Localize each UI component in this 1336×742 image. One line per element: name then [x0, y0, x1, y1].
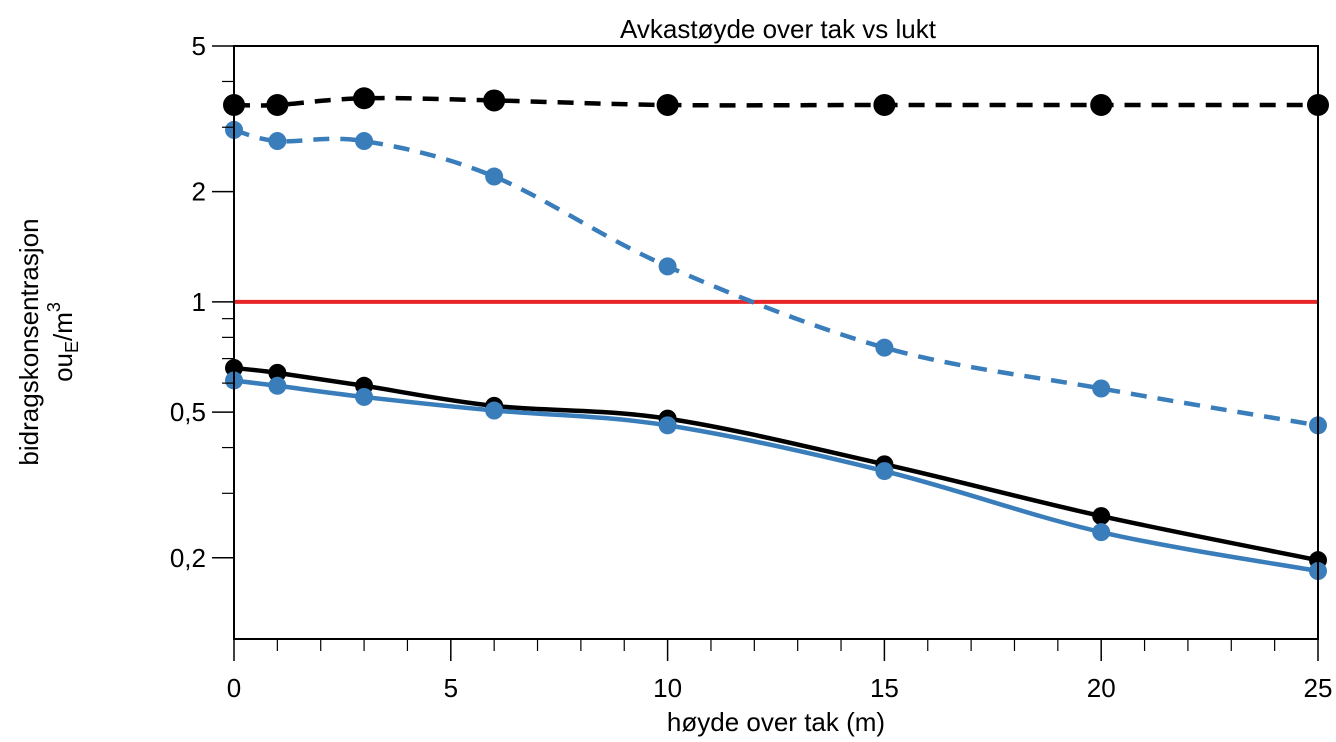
series-1-point	[875, 338, 894, 357]
series-0-point	[656, 93, 679, 116]
x-tick-label: 20	[1087, 673, 1116, 703]
series-3-point	[1092, 523, 1111, 542]
series-0-point	[1090, 93, 1113, 116]
y-unit-sub: E	[62, 341, 82, 353]
x-axis-title: høyde over tak (m)	[667, 707, 885, 737]
y-tick-label: 2	[192, 177, 206, 207]
series-3-line	[233, 378, 1319, 574]
series-3-point	[875, 462, 894, 481]
series-0-point	[483, 89, 506, 112]
y-axis-title-group: bidragskonsentrasjon ouE/m3	[14, 218, 82, 465]
series-1-point	[1092, 379, 1111, 398]
y-unit-sup: 3	[44, 302, 64, 312]
series-2-point	[268, 363, 287, 382]
y-axis-title: bidragskonsentrasjon	[14, 218, 44, 465]
series-0-line	[233, 95, 1318, 108]
plot-area	[223, 87, 1329, 581]
series-0-point	[873, 93, 896, 116]
series-layer	[223, 87, 1329, 581]
y-axis: 0,2 0,5 1 2 5	[170, 31, 234, 573]
y-axis-unit: ouE/m3	[44, 302, 82, 382]
series-3-point	[485, 401, 504, 420]
x-tick-label: 15	[870, 673, 899, 703]
series-2-point	[1092, 507, 1111, 526]
y-tick-label: 5	[192, 31, 206, 61]
series-0-point	[353, 87, 376, 110]
y-unit-rest: /m	[48, 312, 78, 341]
x-tick-label: 5	[444, 673, 458, 703]
series-1-point	[268, 132, 287, 151]
series-1-point	[355, 132, 374, 151]
y-tick-label: 0,2	[170, 543, 206, 573]
y-unit-base: ou	[48, 353, 78, 382]
series-3-point	[268, 376, 287, 395]
series-1-line	[233, 127, 1319, 428]
series-3-point	[355, 387, 374, 406]
x-tick-label: 0	[227, 673, 241, 703]
series-3-point	[658, 416, 677, 435]
x-tick-label: 25	[1304, 673, 1333, 703]
series-0-point	[266, 93, 289, 116]
y-tick-label: 0,5	[170, 397, 206, 427]
plot-frame	[233, 45, 1319, 640]
series-2-line	[233, 365, 1319, 563]
series-1-point	[485, 167, 504, 186]
chart-title: Avkastøyde over tak vs lukt	[620, 14, 937, 44]
x-axis: 0 5 10 15 20 25	[227, 639, 1333, 703]
y-tick-label: 1	[192, 287, 206, 317]
x-tick-label: 10	[653, 673, 682, 703]
series-1-point	[658, 257, 677, 276]
